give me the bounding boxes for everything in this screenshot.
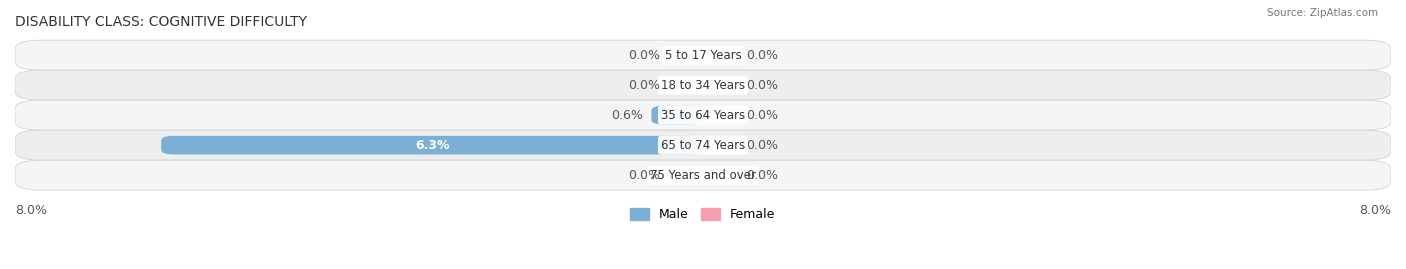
Text: 8.0%: 8.0% [1360,204,1391,217]
Text: 65 to 74 Years: 65 to 74 Years [661,139,745,152]
FancyBboxPatch shape [15,100,1391,130]
FancyBboxPatch shape [651,106,703,125]
Legend: Male, Female: Male, Female [630,208,776,221]
Text: 8.0%: 8.0% [15,204,46,217]
FancyBboxPatch shape [15,160,1391,190]
Text: 5 to 17 Years: 5 to 17 Years [665,49,741,62]
FancyBboxPatch shape [162,136,703,154]
Text: 0.0%: 0.0% [747,139,778,152]
Text: 75 Years and over: 75 Years and over [650,169,756,182]
FancyBboxPatch shape [15,40,1391,70]
Text: 0.0%: 0.0% [628,169,659,182]
Text: 0.0%: 0.0% [628,79,659,92]
Text: 6.3%: 6.3% [415,139,450,152]
FancyBboxPatch shape [15,130,1391,160]
Text: 0.0%: 0.0% [747,49,778,62]
Text: 0.0%: 0.0% [747,169,778,182]
Text: DISABILITY CLASS: COGNITIVE DIFFICULTY: DISABILITY CLASS: COGNITIVE DIFFICULTY [15,15,307,29]
FancyBboxPatch shape [15,70,1391,100]
Text: 0.0%: 0.0% [747,109,778,122]
Text: 0.0%: 0.0% [747,79,778,92]
Text: Source: ZipAtlas.com: Source: ZipAtlas.com [1267,8,1378,18]
Text: 0.0%: 0.0% [628,49,659,62]
Text: 18 to 34 Years: 18 to 34 Years [661,79,745,92]
Text: 0.6%: 0.6% [612,109,643,122]
Text: 35 to 64 Years: 35 to 64 Years [661,109,745,122]
